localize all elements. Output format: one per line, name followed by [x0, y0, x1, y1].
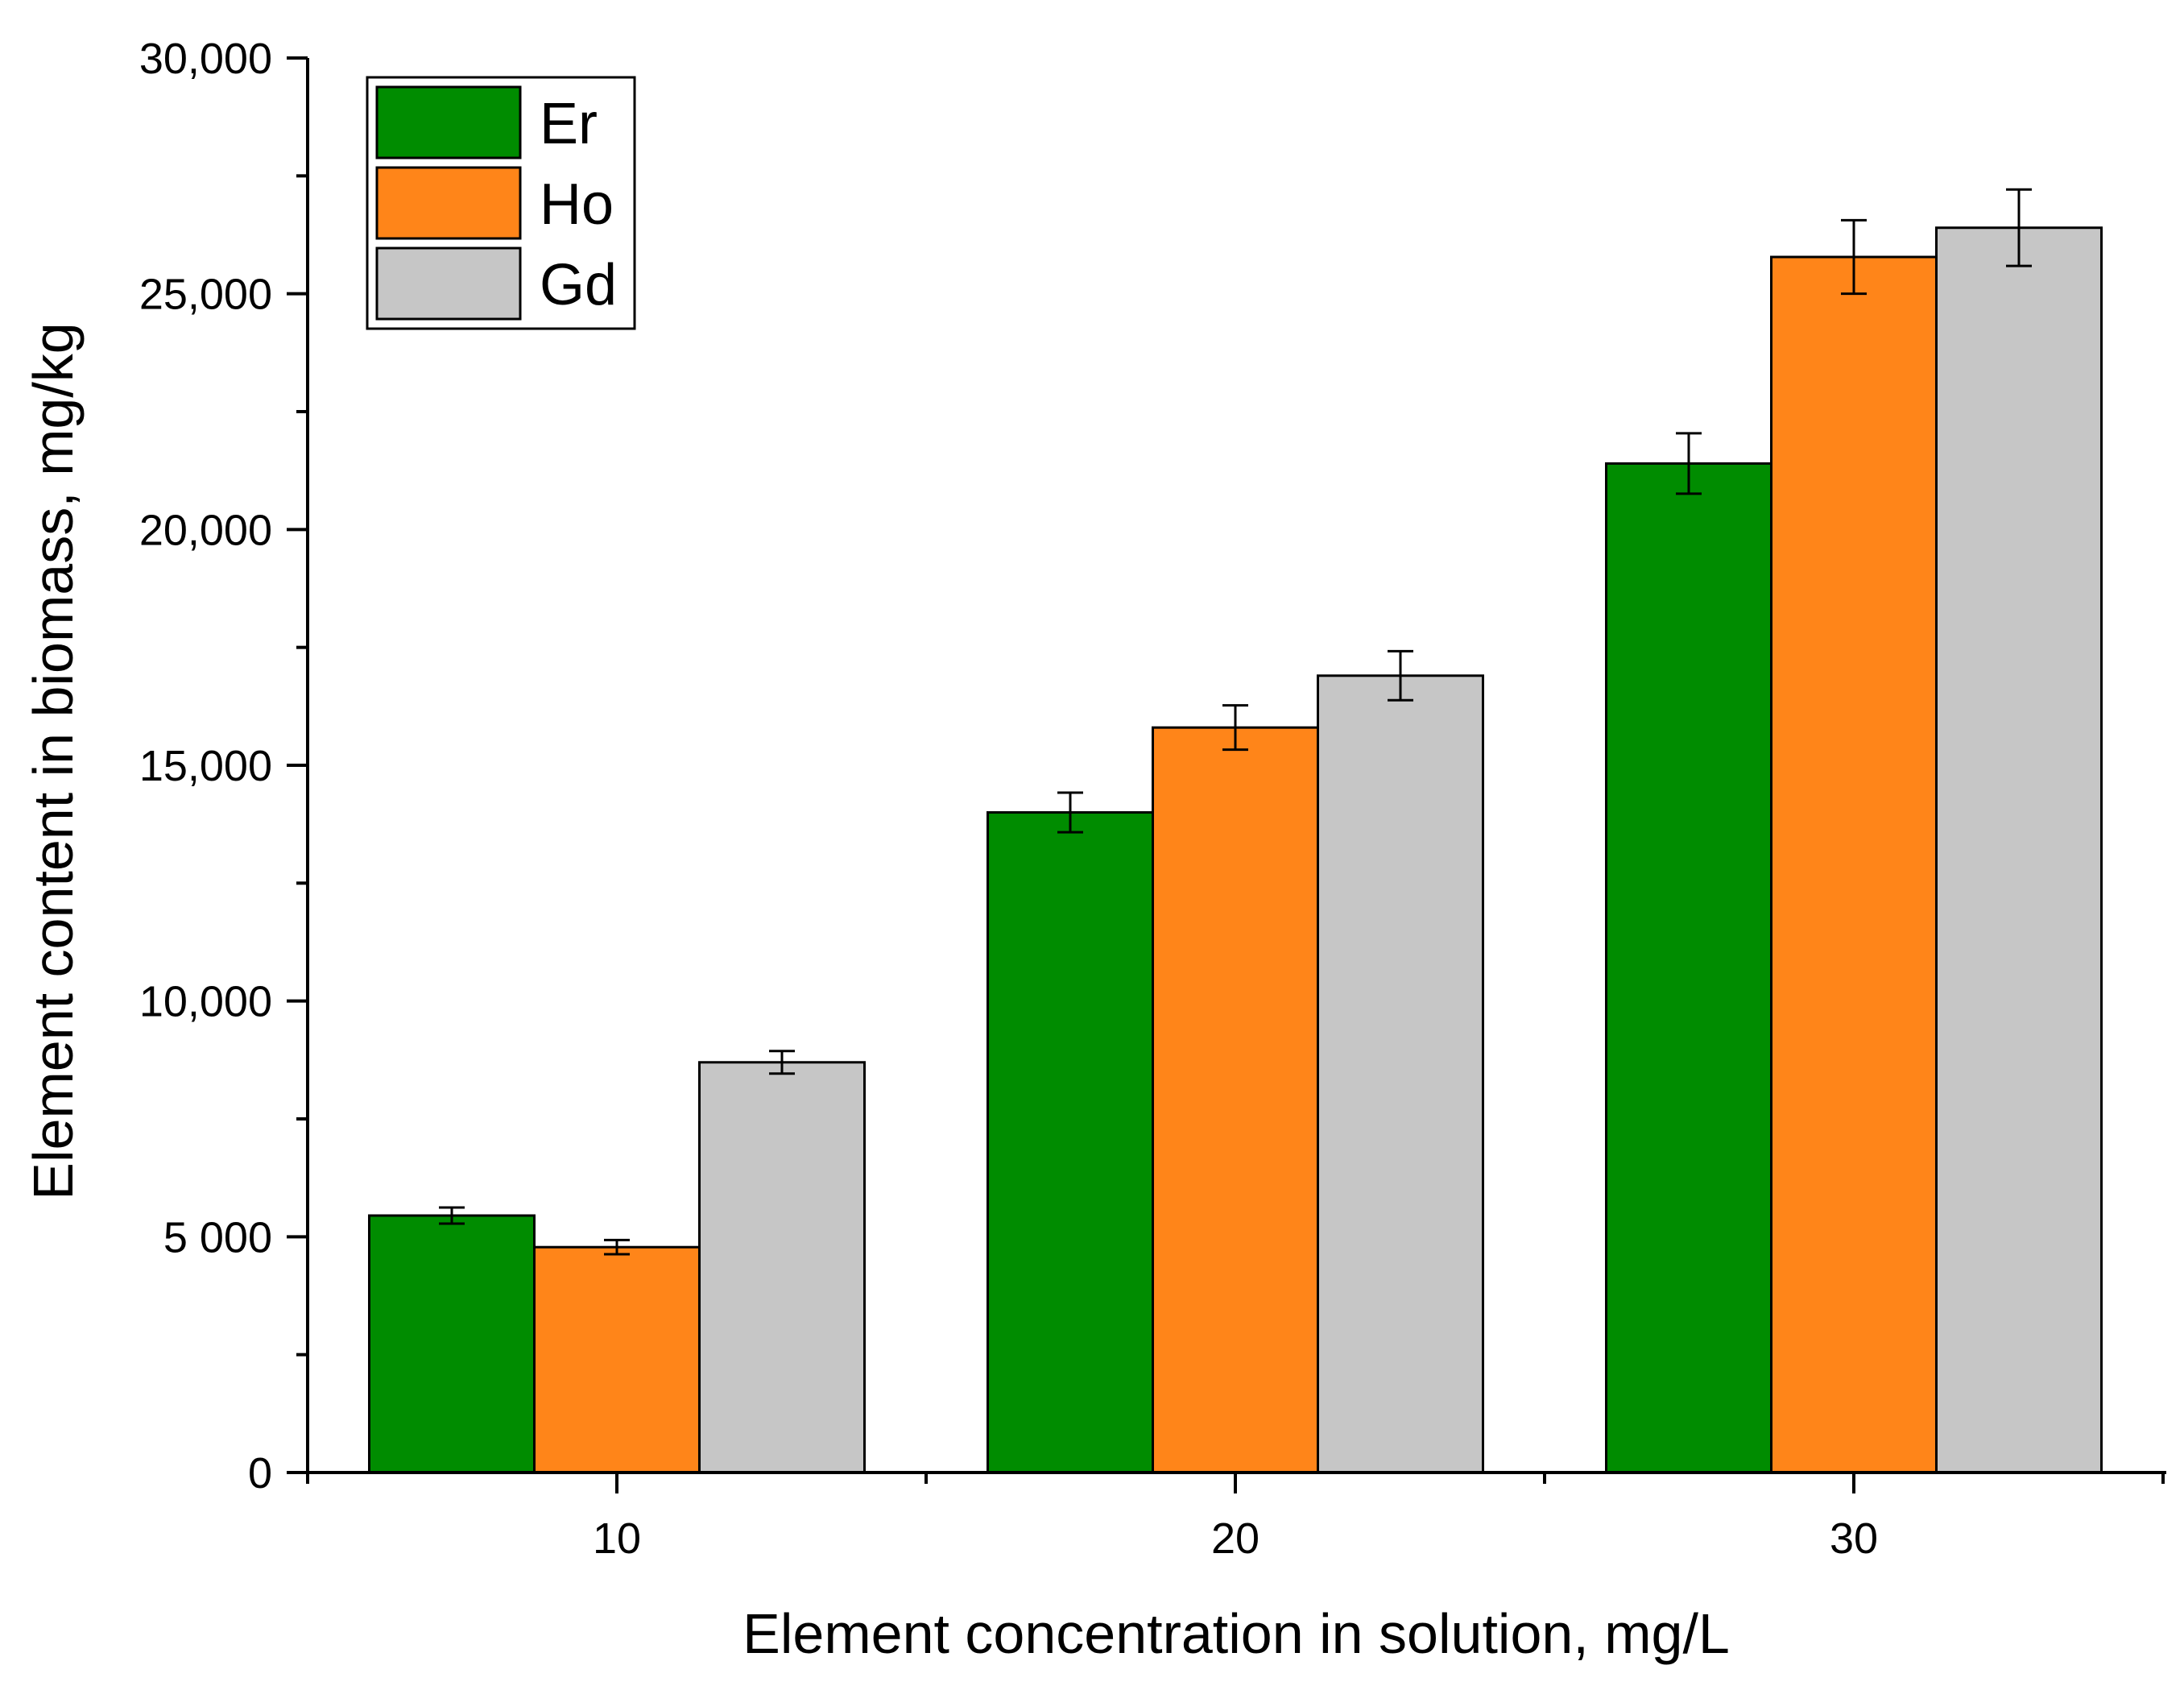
error-bar-ho-10 — [604, 1238, 630, 1256]
y-tick-label-10000: 10,000 — [139, 978, 272, 1026]
x-axis-title: Element concentration in solution, mg/L — [742, 1602, 1730, 1665]
y-tick-label-15000: 15,000 — [139, 742, 272, 790]
x-tick-label-20: 20 — [1211, 1514, 1260, 1563]
y-tick-label-25000: 25,000 — [139, 271, 272, 319]
bar-er-10 — [368, 1214, 536, 1474]
error-bar-gd-10 — [769, 1050, 795, 1075]
legend-swatch-ho — [375, 166, 522, 240]
error-bar-ho-30 — [1841, 218, 1867, 296]
y-tick-label-30000: 30,000 — [139, 35, 272, 83]
legend: Er Ho Gd — [366, 76, 636, 330]
bar-ho-30 — [1770, 255, 1938, 1474]
error-bar-gd-20 — [1388, 649, 1413, 702]
bar-er-20 — [987, 811, 1154, 1474]
x-tick-label-10: 10 — [593, 1514, 641, 1563]
legend-swatch-gd — [375, 246, 522, 321]
bar-gd-20 — [1317, 674, 1484, 1474]
error-bar-gd-30 — [2006, 188, 2032, 267]
y-tick-label-5000: 5 000 — [163, 1213, 272, 1261]
error-bar-ho-20 — [1222, 704, 1248, 752]
legend-label-er: Er — [540, 92, 598, 156]
legend-items: Er Ho Gd — [375, 85, 617, 321]
bar-gd-10 — [698, 1061, 866, 1474]
y-tick-label-20000: 20,000 — [139, 506, 272, 554]
bars-layer — [368, 226, 2103, 1474]
error-bar-er-20 — [1057, 791, 1083, 834]
x-tick-label-30: 30 — [1830, 1514, 1878, 1563]
y-axis-title: Element content in biomass, mg/kg — [22, 322, 85, 1199]
bar-gd-30 — [1935, 226, 2103, 1474]
error-bar-er-30 — [1676, 432, 1702, 495]
y-tick-label-0: 0 — [248, 1449, 272, 1498]
legend-label-ho: Ho — [540, 172, 614, 237]
x-ticks: 10 20 30 — [306, 1473, 2165, 1563]
legend-swatch-er — [375, 85, 522, 159]
bar-ho-10 — [533, 1245, 701, 1474]
legend-label-gd: Gd — [540, 253, 617, 317]
bar-ho-20 — [1152, 726, 1319, 1474]
error-bars-layer — [439, 188, 2032, 1256]
y-ticks: 0 5 000 10,000 15,000 20,000 25,000 30,000 — [139, 35, 308, 1498]
bar-er-30 — [1605, 462, 1772, 1474]
error-bar-er-10 — [439, 1206, 465, 1225]
